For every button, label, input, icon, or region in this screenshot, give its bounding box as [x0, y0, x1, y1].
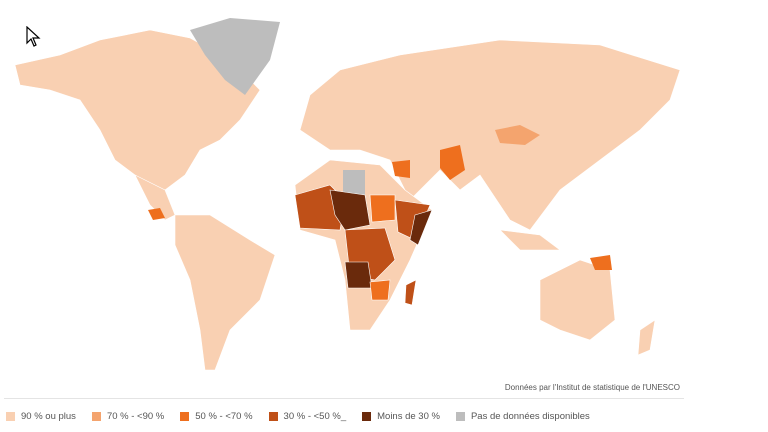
- legend-item: 70 % - <90 %: [91, 411, 165, 422]
- legend-swatch: [455, 412, 465, 421]
- region-greenland: [190, 18, 280, 95]
- legend-item: 30 % - <50 %_: [268, 411, 347, 422]
- attribution: Données par l'Institut de statistique de…: [504, 383, 680, 392]
- mouse-cursor-icon: [26, 26, 41, 47]
- legend-swatch: [91, 412, 101, 421]
- legend-item: Pas de données disponibles: [455, 411, 590, 422]
- legend-label: Moins de 30 %: [377, 411, 440, 422]
- legend-label: 50 % - <70 %: [195, 411, 253, 422]
- legend-item: Moins de 30 %: [362, 411, 440, 422]
- legend-swatch: [362, 412, 372, 421]
- legend-label: Pas de données disponibles: [470, 411, 590, 422]
- world-map[interactable]: [0, 0, 768, 400]
- legend-swatch: [268, 412, 278, 421]
- legend-swatch: [6, 412, 15, 421]
- region-north-america: [14, 29, 261, 191]
- region-south-america: [174, 214, 276, 371]
- divider: [4, 398, 684, 399]
- legend: 90 % ou plus 70 % - <90 % 50 % - <70 % 3…: [6, 411, 590, 422]
- legend-swatch: [180, 412, 190, 421]
- legend-label: 70 % - <90 %: [106, 411, 165, 422]
- legend-label: 30 % - <50 %_: [283, 411, 347, 422]
- region-australia: [539, 259, 616, 341]
- legend-item: 50 % - <70 %: [180, 411, 253, 422]
- legend-item: 90 % ou plus: [6, 411, 76, 422]
- region-central-america: [134, 174, 176, 221]
- legend-label: 90 % ou plus: [21, 411, 76, 422]
